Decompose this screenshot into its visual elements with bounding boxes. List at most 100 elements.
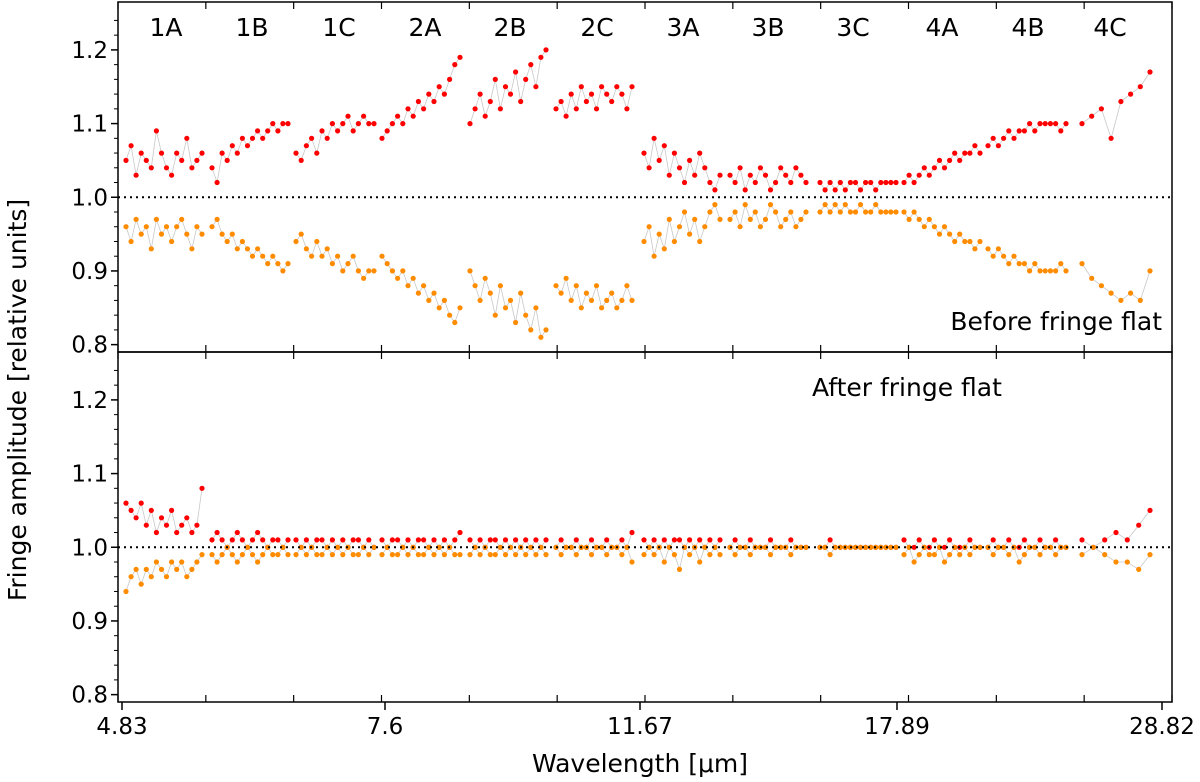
data-point-lower <box>921 544 927 550</box>
data-point-lower <box>395 275 401 281</box>
data-point-lower <box>1102 552 1108 558</box>
data-point-lower <box>293 552 299 558</box>
data-point-lower <box>143 566 149 573</box>
data-point-lower <box>303 246 309 252</box>
data-point-upper <box>990 135 996 141</box>
data-point-upper <box>641 537 647 543</box>
data-point-lower <box>827 552 833 558</box>
data-point-upper <box>255 128 261 134</box>
data-point-lower <box>747 216 753 222</box>
data-point-upper <box>350 128 356 134</box>
data-point-upper <box>737 165 743 171</box>
data-point-lower <box>467 268 473 274</box>
data-point-lower <box>1006 552 1012 558</box>
data-point-lower <box>314 552 320 558</box>
data-point-lower <box>926 216 932 222</box>
data-point-lower <box>270 552 276 558</box>
data-point-lower <box>441 297 447 303</box>
data-point-upper <box>123 500 129 506</box>
data-point-lower <box>827 209 833 215</box>
data-point-upper <box>128 143 134 149</box>
data-point-upper <box>588 91 595 97</box>
data-point-upper <box>293 537 299 543</box>
data-point-upper <box>275 128 281 134</box>
data-point-upper <box>298 157 304 163</box>
data-point-lower <box>275 261 281 267</box>
data-point-upper <box>692 172 698 178</box>
data-point-lower <box>767 552 774 558</box>
data-point-lower <box>1147 552 1153 558</box>
x-tick-label: 28.82 <box>1129 714 1195 740</box>
data-point-lower <box>405 552 411 558</box>
data-point-lower <box>1001 253 1007 259</box>
data-point-lower <box>702 224 708 230</box>
data-point-lower <box>972 246 978 252</box>
series-connector-upper <box>125 130 203 177</box>
data-point-upper <box>209 165 215 171</box>
data-point-lower <box>143 224 149 230</box>
y-tick-label: 1.0 <box>71 185 108 211</box>
data-point-upper <box>641 150 647 156</box>
data-point-lower <box>911 209 917 215</box>
data-point-lower <box>1079 552 1085 558</box>
data-point-lower <box>1037 268 1043 274</box>
data-point-lower <box>762 216 769 222</box>
data-point-lower <box>138 231 144 237</box>
data-point-upper <box>863 179 869 186</box>
data-point-upper <box>492 537 498 543</box>
data-point-upper <box>604 91 610 97</box>
y-tick-label: 1.2 <box>71 388 108 414</box>
data-point-lower <box>280 544 286 550</box>
data-point-lower <box>229 231 235 237</box>
data-point-upper <box>702 165 708 171</box>
data-point-upper <box>1079 121 1085 127</box>
data-point-upper <box>249 537 256 543</box>
data-point-upper <box>324 135 330 141</box>
data-point-upper <box>184 135 190 141</box>
data-point-upper <box>234 150 240 156</box>
data-point-upper <box>260 537 266 543</box>
data-point-lower <box>573 283 579 289</box>
data-point-upper <box>379 537 385 543</box>
series-connector-lower <box>469 546 547 556</box>
data-point-lower <box>916 552 922 558</box>
data-point-lower <box>1136 566 1142 573</box>
data-point-lower <box>742 202 748 208</box>
data-point-upper <box>209 537 215 543</box>
data-point-upper <box>366 121 372 127</box>
data-point-upper <box>184 515 190 521</box>
y-tick-label: 0.8 <box>71 333 108 359</box>
data-point-lower <box>697 559 703 565</box>
data-point-lower <box>128 574 134 580</box>
data-point-lower <box>239 552 245 558</box>
series-connector-lower <box>125 217 203 251</box>
data-point-upper <box>798 172 804 178</box>
data-point-lower <box>497 544 503 550</box>
data-point-upper <box>947 537 953 543</box>
data-point-lower <box>893 209 899 215</box>
data-point-upper <box>249 135 256 141</box>
data-point-lower <box>1089 275 1095 281</box>
series-connector-upper <box>125 488 203 534</box>
data-point-upper <box>303 537 309 543</box>
data-point-upper <box>1079 537 1085 543</box>
data-point-upper <box>727 172 733 178</box>
data-point-upper <box>911 544 917 550</box>
band-label: 3B <box>751 13 784 42</box>
data-point-lower <box>244 544 251 550</box>
data-point-upper <box>158 515 165 521</box>
data-point-lower <box>209 552 215 558</box>
x-tick-label: 4.83 <box>96 714 147 740</box>
data-point-lower <box>832 202 838 208</box>
data-point-lower <box>133 216 139 222</box>
data-point-lower <box>400 268 406 274</box>
data-point-upper <box>916 537 922 543</box>
data-point-upper <box>619 91 625 97</box>
data-point-lower <box>457 305 463 311</box>
data-point-upper <box>335 128 341 134</box>
band-label: 2A <box>408 13 441 42</box>
series-connector-upper <box>295 115 374 162</box>
series-connector-upper <box>381 532 461 548</box>
data-point-lower <box>599 305 605 311</box>
data-point-lower <box>441 552 447 558</box>
